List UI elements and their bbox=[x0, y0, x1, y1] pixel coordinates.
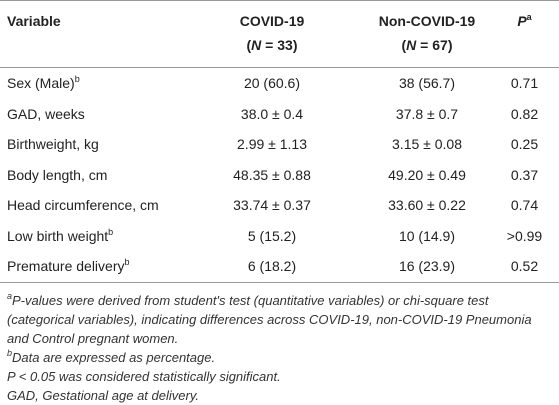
variable-superscript: b bbox=[74, 74, 80, 85]
footnotes: aP-values were derived from student's te… bbox=[0, 283, 559, 405]
variable-cell: Head circumference, cm bbox=[0, 190, 180, 221]
header-superscript: a bbox=[526, 12, 532, 22]
value-cell: 0.82 bbox=[510, 105, 539, 122]
value-cell: 10 (14.9) bbox=[398, 227, 456, 244]
footnote-text: P-values were derived from student's tes… bbox=[7, 292, 532, 346]
footnote-text: P < 0.05 was considered statistically si… bbox=[7, 368, 281, 384]
variable-label: Body length, cm bbox=[7, 166, 108, 183]
sample-size-rest: = 67) bbox=[416, 37, 453, 53]
variable-label: Birthweight, kg bbox=[7, 136, 99, 153]
sample-size: (N = 67) bbox=[402, 37, 453, 53]
variable-cell: Body length, cm bbox=[0, 160, 180, 191]
value-cell: 38 (56.7) bbox=[398, 75, 456, 92]
variable-label: Sex (Male) bbox=[7, 75, 75, 92]
column-header: Variable bbox=[0, 0, 180, 68]
value-cell: 2.99 ± 1.13 bbox=[237, 136, 307, 153]
value-cell: 0.37 bbox=[510, 166, 539, 183]
column-header: Pa bbox=[490, 0, 559, 68]
footnote-text: Data are expressed as percentage. bbox=[12, 349, 216, 365]
value-cell: 0.52 bbox=[490, 251, 559, 283]
value-cell: 20 (60.6) bbox=[243, 75, 301, 92]
footnote-marker: a bbox=[7, 290, 13, 301]
value-cell: 5 (15.2) bbox=[247, 227, 297, 244]
sample-size-symbol: N bbox=[251, 37, 262, 53]
variable-label: Premature delivery bbox=[7, 258, 125, 275]
value-cell: 33.74 ± 0.37 bbox=[233, 197, 311, 214]
variable-superscript: b bbox=[124, 257, 130, 268]
footnote: GAD, Gestational age at delivery. bbox=[7, 386, 552, 405]
table-row: Body length, cm 48.35 ± 0.88 49.20 ± 0.49 0… bbox=[0, 160, 559, 191]
header-row: Variable COVID-19 (N = 33) Non-COVID-19 (N =… bbox=[0, 0, 559, 68]
footnote-marker: b bbox=[7, 347, 13, 358]
value-cell: 38.0 ± 0.4 bbox=[240, 105, 304, 122]
sample-size-symbol: N bbox=[406, 37, 417, 53]
variable-cell: Sex (Male)b bbox=[0, 68, 180, 99]
value-cell: 16 (23.9) bbox=[364, 251, 490, 283]
header-label: COVID-19 bbox=[239, 13, 305, 29]
sample-size: (N = 33) bbox=[247, 37, 298, 53]
table-row: Birthweight, kg 2.99 ± 1.13 3.15 ± 0.08 0.2… bbox=[0, 129, 559, 160]
footnote: bData are expressed as percentage. bbox=[7, 348, 552, 367]
value-cell: 48.35 ± 0.88 bbox=[233, 166, 311, 183]
sample-size-open: ( bbox=[401, 37, 407, 53]
variable-label: Head circumference, cm bbox=[7, 197, 159, 214]
value-cell: 3.15 ± 0.08 bbox=[392, 136, 462, 153]
table-row: Sex (Male)b 20 (60.6) 38 (56.7) 0.71 bbox=[0, 68, 559, 99]
value-cell: 0.25 bbox=[510, 136, 539, 153]
variable-cell: Low birth weightb bbox=[0, 221, 180, 252]
table-row: Low birth weightb 5 (15.2) 10 (14.9) >0.99 bbox=[0, 221, 559, 252]
value-cell: 0.71 bbox=[510, 75, 539, 92]
value-cell: 6 (18.2) bbox=[180, 251, 364, 283]
header-label: Non-COVID-19 bbox=[378, 13, 476, 29]
value-cell: >0.99 bbox=[506, 227, 543, 244]
variable-cell: Premature deliveryb bbox=[0, 251, 180, 283]
header-label: Variable bbox=[7, 13, 61, 29]
table-row: Head circumference, cm 33.74 ± 0.37 33.60 … bbox=[0, 190, 559, 221]
value-cell: 0.74 bbox=[510, 197, 539, 214]
variable-cell: GAD, weeks bbox=[0, 99, 180, 130]
data-table: Variable COVID-19 (N = 33) Non-COVID-19 (N =… bbox=[0, 0, 559, 283]
table-row: GAD, weeks 38.0 ± 0.4 37.8 ± 0.7 0.82 bbox=[0, 99, 559, 130]
value-cell: 37.8 ± 0.7 bbox=[395, 105, 459, 122]
footnote-text: GAD, Gestational age at delivery. bbox=[7, 387, 199, 403]
value-cell: 49.20 ± 0.49 bbox=[388, 166, 466, 183]
value-cell: 33.60 ± 0.22 bbox=[388, 197, 466, 214]
table-row: Premature deliveryb 6 (18.2) 16 (23.9) 0.52 bbox=[0, 251, 559, 283]
variable-cell: Birthweight, kg bbox=[0, 129, 180, 160]
variable-label: Low birth weight bbox=[7, 227, 109, 244]
variable-superscript: b bbox=[108, 226, 114, 237]
table-body: Sex (Male)b 20 (60.6) 38 (56.7) 0.71 GAD, we… bbox=[0, 68, 559, 283]
sample-size-rest: = 33) bbox=[261, 37, 298, 53]
footnote: P < 0.05 was considered statistically si… bbox=[7, 367, 552, 386]
sample-size-open: ( bbox=[246, 37, 252, 53]
column-header: COVID-19 (N = 33) bbox=[180, 0, 364, 68]
variable-label: GAD, weeks bbox=[7, 105, 85, 122]
footnote: aP-values were derived from student's te… bbox=[7, 291, 552, 348]
column-header: Non-COVID-19 (N = 67) bbox=[364, 0, 490, 68]
header-label: P bbox=[517, 13, 527, 29]
